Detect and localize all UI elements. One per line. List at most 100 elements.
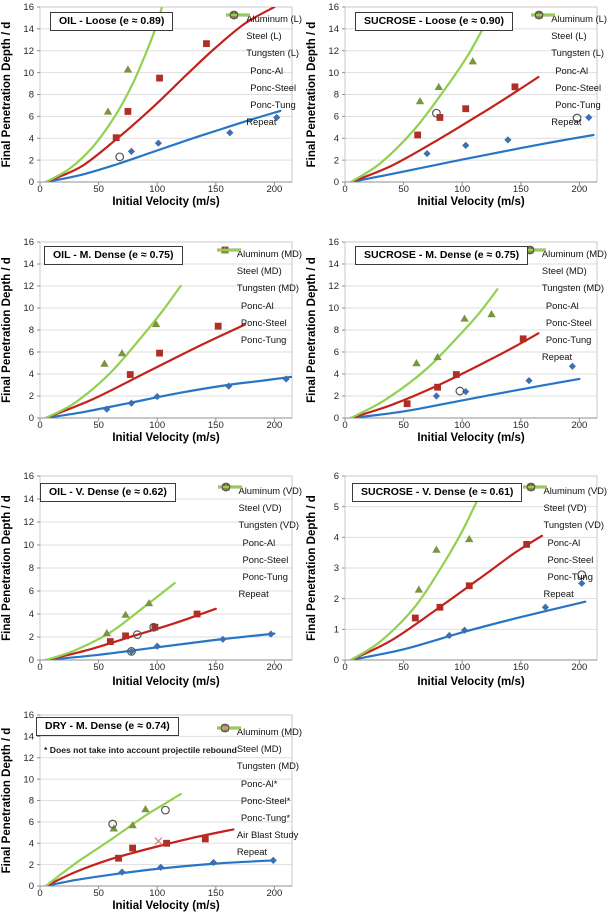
data-point-tungsten-vd <box>465 534 474 543</box>
legend-label: Repeat <box>236 846 268 858</box>
series-repeat <box>115 152 125 162</box>
data-point-repeat <box>132 630 142 640</box>
data-point-aluminum-l <box>127 147 136 155</box>
legend-label: Steel (VD) <box>238 502 282 514</box>
x-tick-label: 200 <box>266 888 282 899</box>
data-point-aluminum-l <box>423 149 431 158</box>
y-tick-label: 12 <box>23 517 34 528</box>
legend-label: Tungsten (VD) <box>238 519 300 531</box>
y-tick-label: 2 <box>29 391 34 402</box>
legend-label: Ponc-Al <box>240 299 274 311</box>
x-tick-label: 150 <box>208 888 224 899</box>
axis-labels: 0 50 100 150 200 0 2 4 6 8 10 12 14 16 <box>23 471 282 673</box>
chart-footnote: * Does not take into account projectile … <box>44 745 237 755</box>
legend-entry-ponc-steel: Ponc-Steel* <box>216 726 302 809</box>
x-tick-label: 0 <box>37 184 42 195</box>
y-tick-label: 6 <box>29 586 34 597</box>
curve-ponc-tung <box>44 284 182 418</box>
data-point-tungsten-md <box>460 314 469 322</box>
legend-label: Ponc-Tung <box>547 571 593 583</box>
data-point-aluminum-md <box>432 392 441 400</box>
data-point-aluminum-l <box>462 141 470 149</box>
y-tick-label: 4 <box>334 369 339 380</box>
x-axis-title: Initial Velocity (m/s) <box>112 432 220 444</box>
x-tick-label: 100 <box>149 888 165 899</box>
curve-series <box>44 793 276 886</box>
legend-label: Aluminum (VD) <box>543 485 607 497</box>
data-point-steel-l <box>112 134 120 142</box>
series-repeat <box>127 622 159 656</box>
data-point-aluminum-md <box>209 858 218 867</box>
axis-labels: 0 50 100 150 200 0 2 4 6 8 10 12 14 16 <box>23 2 282 195</box>
data-point-steel-l <box>203 40 210 48</box>
legend-label: Tungsten (L) <box>246 47 300 59</box>
legend-entry-ponc-steel: Ponc-Steel <box>531 13 607 96</box>
data-point-steel-vd <box>106 638 114 645</box>
curve-ponc-steel <box>349 534 543 660</box>
legend-entry-ponc-al: Ponc-Al <box>226 13 302 79</box>
marker-series <box>100 319 290 413</box>
data-point-aluminum-l <box>504 136 512 144</box>
y-tick-label: 8 <box>29 563 34 574</box>
curve-ponc-al <box>349 377 581 418</box>
legend-label: Aluminum (MD) <box>236 726 302 738</box>
curve-ponc-steel <box>349 332 540 418</box>
data-point-steel-md <box>434 383 441 391</box>
data-point-aluminum-vd <box>267 630 275 638</box>
curve-ponc-al <box>349 133 595 182</box>
legend-entry-ponc-steel: Ponc-Steel <box>521 248 607 331</box>
x-axis-title: Initial Velocity (m/s) <box>417 676 525 688</box>
legend-label: Ponc-Tung* <box>240 812 291 824</box>
legend-label: Ponc-Steel <box>545 316 592 328</box>
data-point-steel-md <box>126 371 134 378</box>
y-tick-label: 0 <box>29 177 34 188</box>
data-point-steel-md <box>201 835 209 843</box>
x-axis-title: Initial Velocity (m/s) <box>112 676 220 688</box>
y-tick-label: 8 <box>29 90 34 101</box>
legend-label: Ponc-Tung <box>242 571 288 583</box>
data-point-repeat <box>149 622 159 632</box>
curve-ponc-tung <box>44 793 182 886</box>
y-tick-label: 6 <box>334 112 339 123</box>
data-point-aluminum-vd <box>153 642 161 650</box>
y-tick-label: 16 <box>328 2 339 13</box>
y-axis-title: Final Penetration Depth / d <box>306 257 318 403</box>
x-tick-label: 100 <box>454 420 470 431</box>
y-axis-title: Final Penetration Depth / d <box>1 495 13 641</box>
legend-entry-ponc-al: Ponc-Al <box>218 485 302 551</box>
data-point-steel-md <box>156 349 163 357</box>
series-repeat <box>577 570 587 580</box>
series-tungsten-md <box>412 310 496 367</box>
y-tick-label: 14 <box>328 24 339 35</box>
series-aluminum-vd <box>127 630 275 655</box>
y-tick-label: 12 <box>23 46 34 57</box>
y-tick-label: 6 <box>29 112 34 123</box>
chart-title-dry-m-dense: DRY - M. Dense (e ≈ 0.74) <box>36 717 179 736</box>
x-tick-label: 0 <box>342 184 347 195</box>
legend-oil-m-dense: Aluminum (MD) Steel (MD) Tungsten (MD) Ponc… <box>216 245 302 348</box>
y-axis-title: Final Penetration Depth / d <box>306 495 318 641</box>
legend-label: Repeat <box>541 351 573 363</box>
x-tick-label: 50 <box>93 888 104 899</box>
legend-label: Ponc-Al <box>250 64 284 76</box>
data-point-tungsten-md <box>151 319 161 328</box>
legend-entry-ponc-tung: Ponc-Tung <box>218 485 302 585</box>
chart-title-oil-v-dense: OIL - V. Dense (e ≈ 0.62) <box>40 483 176 502</box>
marker-series <box>108 805 277 876</box>
y-tick-label: 4 <box>29 133 34 144</box>
legend-entry-ponc-tung: Ponc-Tung <box>523 485 607 585</box>
legend-label: Ponc-Steel <box>250 81 297 93</box>
legend-label: Ponc-Tung <box>545 334 592 346</box>
series-steel-md <box>115 835 209 862</box>
data-point-steel-md <box>115 854 122 862</box>
axis-labels: 0 50 100 150 200 0 2 4 6 8 10 12 14 16 <box>23 237 282 431</box>
series-tungsten-l <box>103 23 164 115</box>
y-tick-label: 0 <box>334 413 339 424</box>
legend-label: Repeat <box>238 588 269 600</box>
legend-label: Steel (L) <box>246 30 282 42</box>
series-steel-vd <box>411 540 531 622</box>
curve-ponc-steel <box>44 323 247 418</box>
series-steel-md <box>126 322 222 378</box>
y-tick-label: 12 <box>328 46 339 57</box>
y-tick-label: 2 <box>29 632 34 643</box>
